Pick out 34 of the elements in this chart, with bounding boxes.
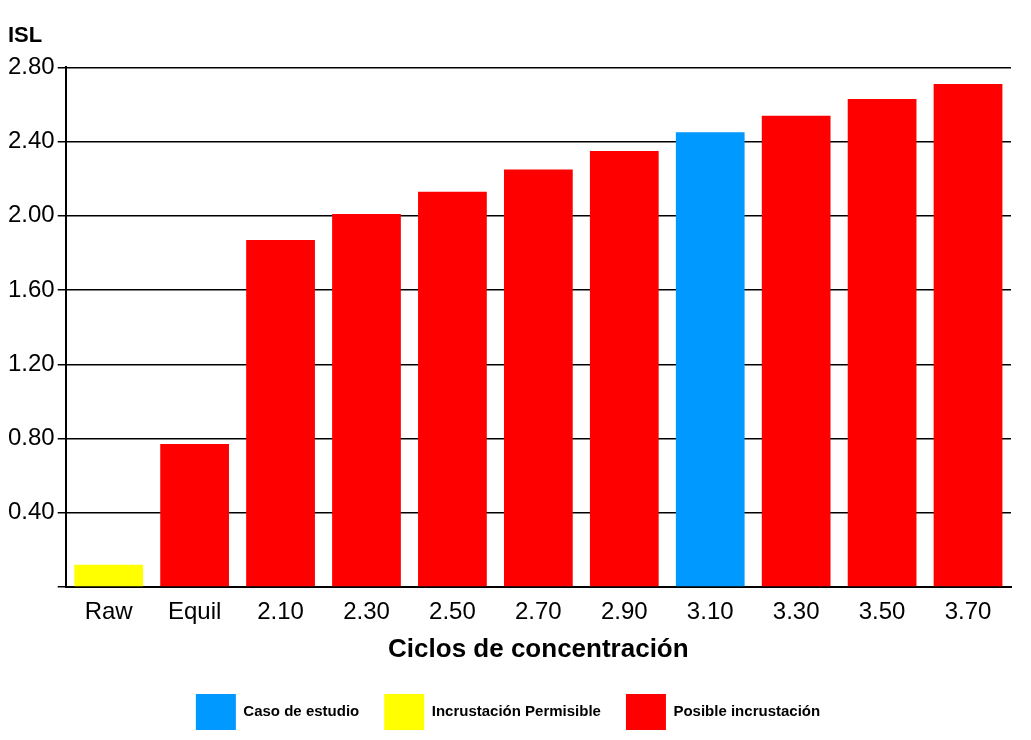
bar [589,150,659,587]
x-tick-label: 2.10 [257,597,304,625]
x-tick-label: 3.50 [858,597,906,625]
legend-label: Caso de estudio [243,702,360,720]
y-tick-label: 1.20 [7,348,55,376]
x-tick-label: 2.90 [600,597,648,625]
bar [503,169,573,587]
bar [246,239,315,587]
y-axis-title: ISL [8,22,43,48]
y-tick-label: 2.40 [7,126,55,154]
bar [418,191,487,587]
y-tick-label: 0.80 [7,423,55,451]
y-tick-label: 0.40 [7,497,55,525]
legend-label: Incrustación Permisible [431,702,601,720]
bar [332,214,401,587]
bar [160,444,229,587]
x-tick-label: 3.10 [686,597,734,625]
bar [74,564,144,587]
x-tick-label: 3.30 [772,597,820,625]
y-tick-label: 2.80 [7,52,55,80]
x-tick-label: 2.30 [343,597,390,625]
x-tick-label: Equil [167,597,222,625]
bar [761,115,831,587]
bar [847,98,917,587]
x-tick-label: Raw [84,597,134,625]
y-tick-label: 2.00 [7,200,55,228]
x-tick-label: 2.50 [429,597,476,625]
x-tick-label: 2.70 [515,597,562,625]
x-axis-title: Ciclos de concentración [388,632,689,663]
x-tick-label: 3.70 [944,597,992,625]
legend-label: Posible incrustación [673,702,821,720]
bar [675,132,745,587]
bar [933,84,1003,587]
y-tick-label: 1.60 [7,274,55,302]
